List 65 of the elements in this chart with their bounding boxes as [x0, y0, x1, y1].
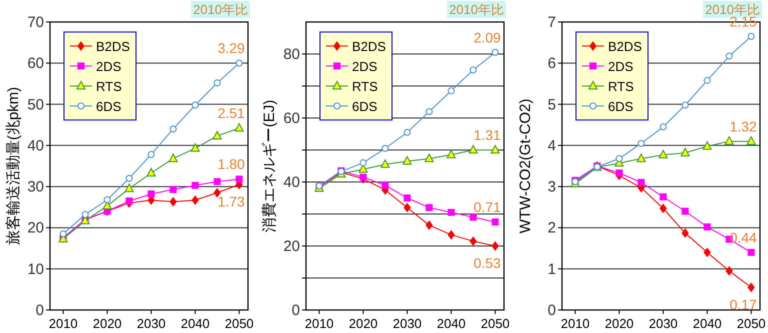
x-tick-label: 2040 [436, 316, 466, 331]
x-tick-label: 2050 [480, 316, 510, 331]
x-tick-label: 2010 [48, 316, 78, 331]
legend-label: 6DS [96, 99, 122, 114]
y-tick-label: 50 [27, 96, 44, 114]
annotation: 1.73 [218, 194, 246, 210]
y-axis-title: 旅客輸送活動量(兆pkm) [5, 86, 22, 246]
text: 2010年比 [193, 2, 248, 17]
x-tick-label: 2020 [92, 316, 122, 331]
legend-label: B2DS [352, 39, 386, 54]
annotation: 2.51 [218, 105, 246, 122]
x-tick-label: 2040 [692, 316, 722, 331]
text: 2010年比 [705, 2, 760, 17]
y-tick-label: 4 [548, 137, 556, 154]
x-tick-label: 2030 [392, 316, 422, 331]
y-tick-label: 0 [548, 302, 556, 319]
annotation: 1.32 [730, 118, 758, 134]
y-tick-label: 60 [27, 55, 44, 72]
x-tick-label: 2030 [136, 316, 166, 331]
y-tick-label: 80 [283, 46, 300, 63]
x-tick-label: 2010 [304, 316, 334, 331]
x-tick-label: 2020 [348, 316, 378, 331]
annotation: 2.09 [474, 29, 502, 46]
x-tick-label: 2020 [604, 316, 634, 331]
y-tick-label: 0 [292, 302, 300, 319]
y-tick-label: 20 [27, 220, 44, 237]
y-tick-label: 60 [283, 110, 300, 127]
x-tick-label: 2040 [180, 316, 210, 331]
y-tick-label: 2 [548, 220, 556, 237]
legend-label: 2DS [608, 59, 634, 74]
legend-label: RTS [352, 79, 378, 94]
y-tick-label: 5 [548, 96, 556, 114]
annotation: 1.31 [474, 127, 502, 143]
y-tick-label: 40 [27, 137, 44, 154]
y-tick-label: 6 [548, 55, 556, 72]
y-tick-label: 70 [27, 14, 44, 31]
y-tick-label: 0 [36, 302, 44, 319]
legend-label: 6DS [352, 99, 378, 114]
y-tick-label: 7 [548, 14, 556, 31]
legend-label: RTS [608, 79, 634, 94]
legend-label: B2DS [608, 39, 642, 54]
annotation: 0.44 [730, 229, 758, 246]
y-tick-label: 1 [548, 260, 556, 278]
annotation: 0.17 [730, 296, 758, 312]
y-tick-label: 3 [548, 178, 556, 196]
annotation: 3.29 [218, 40, 246, 56]
text: 2010年比 [449, 2, 504, 17]
x-tick-label: 2050 [736, 316, 766, 331]
y-axis-title: 消費エネルギー(EJ) [261, 100, 278, 232]
y-tick-label: 30 [27, 178, 44, 196]
x-tick-label: 2030 [648, 316, 678, 331]
annotation: 1.80 [218, 156, 246, 172]
legend-label: 2DS [96, 59, 122, 74]
y-tick-label: 40 [283, 174, 300, 191]
y-axis-title: WTW-CO2(Gt-CO2) [517, 98, 534, 234]
legend-label: 2DS [352, 59, 378, 74]
x-tick-label: 2050 [224, 316, 254, 331]
y-tick-label: 10 [27, 260, 44, 278]
x-tick-label: 2010 [560, 316, 590, 331]
annotation: 0.53 [474, 255, 502, 271]
annotation: 0.71 [474, 199, 502, 215]
legend-label: B2DS [96, 39, 130, 54]
y-tick-label: 20 [283, 238, 300, 255]
legend-label: 6DS [608, 99, 634, 114]
legend-label: RTS [96, 79, 122, 94]
